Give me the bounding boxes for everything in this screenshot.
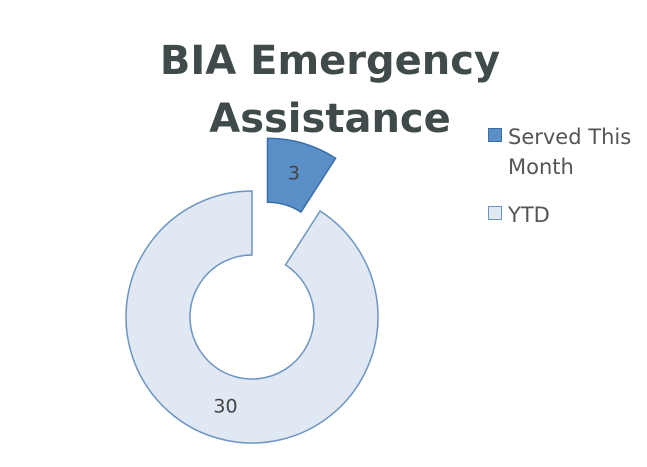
legend-item: Served This Month	[488, 122, 638, 182]
legend-item: YTD	[488, 200, 638, 230]
data-label: 30	[213, 396, 237, 418]
slice	[125, 190, 379, 444]
legend-label: Served This Month	[508, 125, 632, 179]
chart-title: BIA Emergency Assistance	[159, 38, 501, 142]
legend-label: YTD	[508, 203, 550, 227]
slice	[266, 137, 337, 214]
legend-swatch	[488, 206, 502, 220]
legend-swatch	[488, 128, 502, 142]
data-label: 3	[288, 163, 300, 185]
